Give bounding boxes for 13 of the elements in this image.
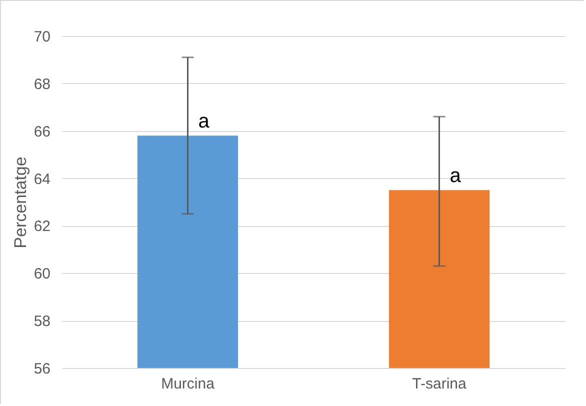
y-tick-label: 66 xyxy=(34,123,50,140)
y-tick-label: 68 xyxy=(34,76,50,93)
x-tick-label: T-sarina xyxy=(412,376,467,392)
y-tick-label: 60 xyxy=(34,266,50,283)
y-tick-label: 56 xyxy=(34,360,50,378)
annotation: a xyxy=(198,110,210,132)
y-tick-label: 62 xyxy=(34,218,50,236)
y-tick-label: 58 xyxy=(34,313,50,330)
x-tick-label: Murcina xyxy=(161,376,216,392)
y-tick-label: 70 xyxy=(34,28,50,46)
annotation: a xyxy=(450,164,462,187)
y-axis-title: Percentatge xyxy=(10,156,30,248)
y-tick-label: 64 xyxy=(34,170,50,188)
